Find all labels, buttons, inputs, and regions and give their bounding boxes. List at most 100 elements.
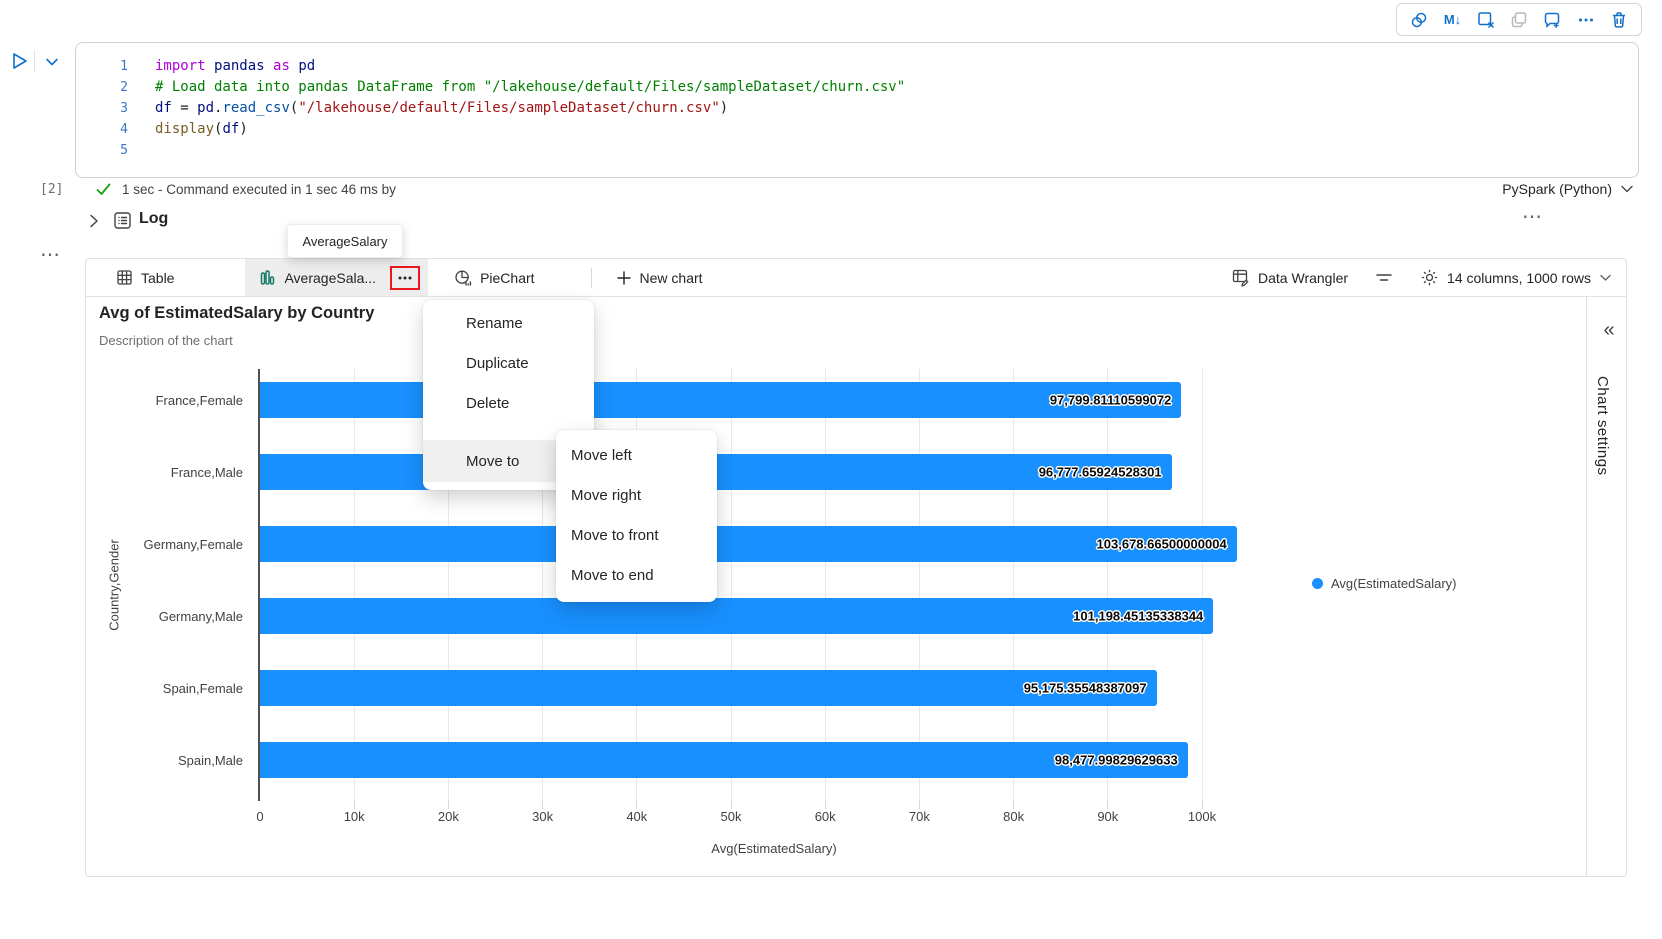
tabbar-right: Data Wrangler 14 columns, 1000 rows — [1231, 268, 1612, 287]
tickmark — [447, 801, 449, 809]
bar-value-label: 95,175.35548387097 — [1023, 680, 1147, 696]
tab-more-icon[interactable] — [397, 271, 413, 285]
chart-bar[interactable]: 101,198.45135338344 — [260, 598, 1214, 634]
menu-item-rename[interactable]: Rename — [466, 315, 523, 332]
x-tick-label: 90k — [1097, 809, 1119, 824]
bar-value-label: 96,777.65924528301 — [1038, 464, 1162, 480]
chart-description: Description of the chart — [99, 333, 233, 348]
settings-rail-divider — [1586, 296, 1587, 876]
bar-value-label: 103,678.66500000004 — [1096, 536, 1227, 552]
menu-item-duplicate[interactable]: Duplicate — [466, 355, 529, 372]
filter-icon[interactable] — [1374, 270, 1394, 286]
expand-settings-icon[interactable]: « — [1603, 318, 1615, 341]
y-axis-title: Country,Gender — [106, 539, 122, 631]
chart-bar[interactable]: 98,477.99829629633 — [260, 742, 1188, 778]
log-more-icon[interactable]: ⋯ — [1522, 206, 1544, 228]
move-to-submenu: Move left Move right Move to front Move to … — [556, 430, 717, 602]
table-icon — [117, 270, 132, 285]
gridline — [1107, 369, 1109, 801]
run-cell-button[interactable] — [8, 50, 30, 72]
code-cell[interactable]: 1 import pandas as pd 2 # Load data into pa… — [75, 42, 1639, 178]
tickmark — [730, 801, 732, 809]
tab-table-label: Table — [141, 269, 175, 286]
delete-cell-icon[interactable] — [1608, 9, 1630, 31]
gridline — [353, 369, 355, 801]
x-tick-label: 30k — [532, 809, 554, 824]
y-axis-labels: France,Female France,Male Germany,Female Ge… — [86, 369, 243, 801]
submenu-item-move-to-end[interactable]: Move to end — [571, 567, 654, 584]
gridline — [542, 369, 544, 801]
clear-outputs-icon[interactable] — [1475, 9, 1497, 31]
new-chart-label: New chart — [639, 269, 703, 286]
gridline — [824, 369, 826, 801]
execution-count: [2] — [40, 182, 64, 197]
bar-chart-icon — [261, 270, 275, 285]
x-tick-label: 70k — [908, 809, 930, 824]
data-wrangler-icon — [1232, 269, 1249, 287]
markdown-down-icon[interactable]: M↓ — [1443, 12, 1462, 27]
code-line[interactable]: 3 df = pd.read_csv("/lakehouse/default/Fi… — [76, 98, 1638, 119]
code-text: df = pd.read_csv("/lakehouse/default/Fil… — [155, 100, 729, 116]
tab-average-salary[interactable]: AverageSala... — [245, 259, 429, 296]
language-selector[interactable]: PySpark (Python) — [1502, 181, 1634, 197]
more-commands-icon[interactable] — [1575, 9, 1597, 31]
line-number: 1 — [120, 59, 128, 74]
submenu-item-move-right[interactable]: Move right — [571, 487, 642, 504]
add-comment-icon[interactable] — [1541, 9, 1563, 31]
submenu-item-move-to-front[interactable]: Move to front — [571, 527, 659, 544]
execution-status-text: 1 sec - Command executed in 1 sec 46 ms … — [122, 182, 396, 197]
code-text: import pandas as pd — [155, 58, 316, 74]
columns-rows-selector[interactable]: 14 columns, 1000 rows — [1420, 268, 1612, 287]
tickmark — [636, 801, 638, 809]
line-number: 2 — [120, 80, 128, 95]
tickmark — [824, 801, 826, 809]
tab-table[interactable]: Table — [100, 259, 190, 296]
data-wrangler-button[interactable]: Data Wrangler — [1231, 268, 1348, 287]
tab-more-annotation — [390, 265, 421, 290]
new-chart-button[interactable]: New chart — [600, 259, 719, 296]
gridline — [730, 369, 732, 801]
tickmark — [353, 801, 355, 809]
chart-bar[interactable]: 97,799.81110599072 — [260, 382, 1182, 418]
log-collapse-chevron-icon[interactable] — [86, 213, 102, 229]
chart-legend: Avg(EstimatedSalary) — [1312, 576, 1456, 591]
code-line[interactable]: 1 import pandas as pd — [76, 56, 1638, 77]
copy-cell-icon — [1508, 9, 1530, 31]
tab-pie-chart-label: PieChart — [480, 269, 535, 286]
gridline — [447, 369, 449, 801]
gear-icon — [1421, 269, 1438, 286]
y-axis-label: Spain,Female — [162, 680, 243, 696]
legend-dot — [1312, 578, 1323, 589]
chart-bar[interactable]: 95,175.35548387097 — [260, 670, 1157, 706]
submenu-item-move-left[interactable]: Move left — [571, 447, 632, 464]
code-line[interactable]: 4 display(df) — [76, 119, 1638, 140]
data-wrangler-label: Data Wrangler — [1258, 269, 1349, 286]
bar-value-label: 101,198.45135338344 — [1073, 608, 1204, 624]
tickmark — [1201, 801, 1203, 809]
code-line[interactable]: 2 # Load data into pandas DataFrame from … — [76, 77, 1638, 98]
x-tick-label: 10k — [343, 809, 365, 824]
chevron-down-icon — [1600, 274, 1611, 281]
cell-more-icon[interactable]: ⋯ — [40, 244, 62, 266]
gridline — [1201, 369, 1203, 801]
tab-pie-chart[interactable]: PieChart — [438, 259, 550, 296]
y-axis-line — [258, 369, 260, 801]
chart-bar[interactable]: 103,678.66500000004 — [260, 526, 1237, 562]
run-options-chevron-icon[interactable] — [43, 54, 61, 70]
code-text: # Load data into pandas DataFrame from "… — [155, 79, 906, 95]
tab-divider — [590, 267, 592, 288]
chart-title: Avg of EstimatedSalary by Country — [99, 304, 375, 322]
tab-tooltip: AverageSalary — [287, 224, 403, 258]
code-lines: 1 import pandas as pd 2 # Load data into pa… — [76, 56, 1638, 161]
x-tick-label: 20k — [437, 809, 459, 824]
chart-settings-label: Chart settings — [1594, 376, 1611, 476]
move-to-label: Move to — [466, 452, 520, 470]
code-line[interactable]: 5 — [76, 140, 1638, 161]
gridline — [1013, 369, 1015, 801]
tickmark — [542, 801, 544, 809]
copilot-icon[interactable] — [1408, 9, 1430, 31]
menu-item-delete[interactable]: Delete — [466, 395, 510, 412]
log-label: Log — [139, 210, 169, 227]
chart-tab-bar: Table AverageSala... PieChart New chart — [86, 259, 1626, 297]
